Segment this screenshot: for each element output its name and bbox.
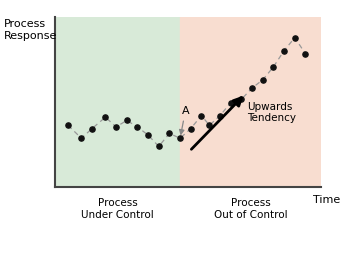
Point [260, 78, 265, 82]
Point [271, 65, 276, 69]
Text: Process
Under Control: Process Under Control [81, 198, 154, 220]
Text: Process
Response: Process Response [3, 19, 57, 41]
Text: Upwards
Tendency: Upwards Tendency [247, 101, 296, 123]
Bar [180, 16, 321, 187]
Point [239, 97, 244, 101]
Point [135, 125, 140, 129]
Text: Time: Time [313, 195, 340, 205]
Point [156, 144, 161, 148]
Point [249, 86, 255, 90]
Bar [55, 16, 180, 187]
Point [303, 52, 308, 56]
Point [188, 126, 194, 131]
Point [177, 136, 183, 141]
Point [103, 115, 108, 119]
Text: Process
Out of Control: Process Out of Control [214, 198, 288, 220]
Point [89, 126, 95, 131]
Point [113, 125, 119, 129]
Point [79, 136, 84, 141]
Point [292, 35, 298, 40]
Point [281, 48, 287, 53]
Point [228, 100, 234, 105]
Point [65, 123, 71, 128]
Point [218, 113, 223, 118]
Point [199, 113, 204, 118]
Text: A: A [180, 106, 189, 134]
Point [124, 118, 130, 123]
Point [207, 123, 212, 128]
Point [145, 133, 151, 137]
Point [167, 131, 172, 136]
